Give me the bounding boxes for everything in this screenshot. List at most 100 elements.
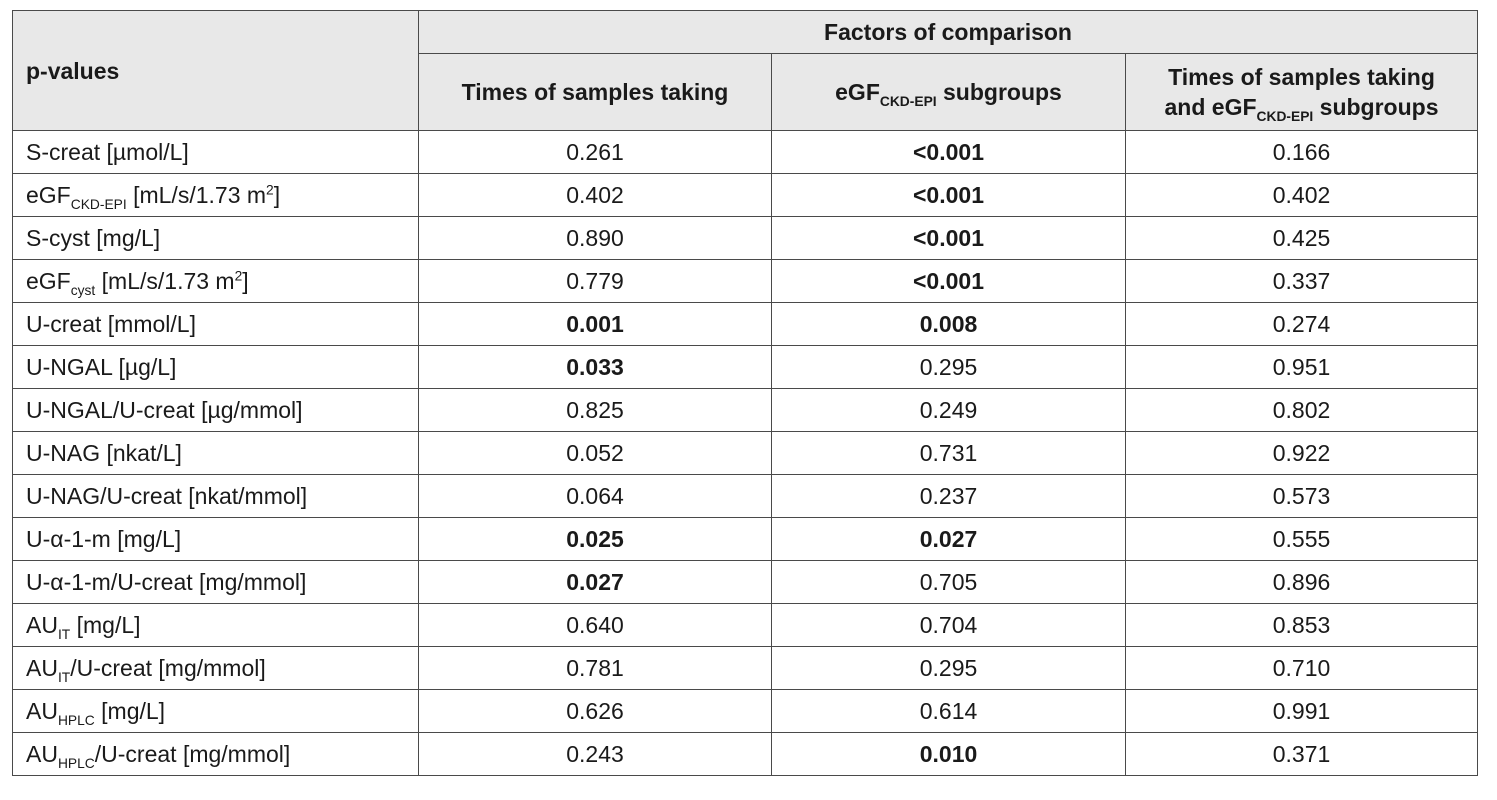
table-row: U-creat [mmol/L] 0.001 0.008 0.274 [12, 302, 1479, 346]
parameter-name: AU [26, 655, 58, 681]
p-value-cell: 0.614 [771, 689, 1126, 733]
column-header-subscript: CKD-EPI [879, 94, 937, 110]
p-value-cell: 0.025 [418, 517, 772, 561]
p-value-cell: 0.853 [1124, 603, 1479, 647]
parameter-name: S-cyst [mg/L] [26, 225, 161, 251]
parameter-unit: /U-creat [mg/mmol] [94, 741, 291, 767]
p-value-cell: <0.001 [771, 216, 1126, 260]
table-row: AUHPLC/U-creat [mg/mmol] 0.243 0.010 0.371 [12, 732, 1479, 776]
parameter-name: AU [26, 612, 58, 638]
parameter-superscript: 2 [266, 182, 274, 198]
parameter-cell: AUHPLC [mg/L] [12, 689, 419, 733]
p-value-cell: 0.337 [1124, 259, 1479, 303]
p-value-cell: 0.261 [418, 130, 772, 174]
parameter-cell: S-creat [µmol/L] [12, 130, 419, 174]
row-header-label: p-values [26, 58, 120, 84]
parameter-cell: U-NAG/U-creat [nkat/mmol] [12, 474, 419, 518]
parameter-name: AU [26, 741, 58, 767]
p-value-cell: 0.951 [1124, 345, 1479, 389]
parameter-superscript: 2 [234, 268, 243, 284]
p-value-cell: 0.402 [418, 173, 772, 217]
parameter-name: U-creat [mmol/L] [26, 311, 196, 337]
p-value-cell: 0.802 [1124, 388, 1479, 432]
group-header-label: Factors of comparison [824, 19, 1072, 45]
column-header-tail: subgroups [936, 79, 1062, 105]
parameter-cell: AUIT/U-creat [mg/mmol] [12, 646, 419, 690]
parameter-cell: AUIT [mg/L] [12, 603, 419, 647]
table-row: U-α-1-m/U-creat [mg/mmol] 0.027 0.705 0.896 [12, 560, 1479, 604]
table-row: AUHPLC [mg/L] 0.626 0.614 0.991 [12, 689, 1479, 733]
group-header-cell: Factors of comparison [417, 10, 1479, 54]
table-row: AUIT/U-creat [mg/mmol] 0.781 0.295 0.710 [12, 646, 1479, 690]
table-body: S-creat [µmol/L] 0.261 <0.001 0.166 eGFCKD-E… [12, 130, 1479, 776]
table-row: U-α-1-m [mg/L] 0.025 0.027 0.555 [12, 517, 1479, 561]
table-row: U-NGAL/U-creat [µg/mmol] 0.825 0.249 0.802 [12, 388, 1479, 432]
column-header-times-and-egf: Times of samples taking and eGFCKD-EPI s… [1124, 53, 1479, 131]
p-value-cell: 0.896 [1124, 560, 1479, 604]
table-row: S-cyst [mg/L] 0.890 <0.001 0.425 [12, 216, 1479, 260]
p-value-cell: 0.425 [1124, 216, 1479, 260]
column-header-text-line2: and eGF [1164, 94, 1257, 120]
column-header-subscript: CKD-EPI [1256, 109, 1314, 125]
p-value-cell: 0.825 [418, 388, 772, 432]
parameter-name: U-NGAL/U-creat [µg/mmol] [26, 397, 303, 423]
p-value-cell: 0.890 [418, 216, 772, 260]
parameter-name: U-α-1-m [mg/L] [26, 526, 182, 552]
parameter-cell: U-NGAL/U-creat [µg/mmol] [12, 388, 419, 432]
column-header-text: Times of samples taking [1168, 64, 1435, 90]
parameter-cell: U-NGAL [µg/L] [12, 345, 419, 389]
parameter-unit: [mg/L] [94, 698, 166, 724]
parameter-subscript: HPLC [57, 713, 95, 729]
p-value-cell: 0.008 [771, 302, 1126, 346]
p-value-cell: <0.001 [771, 173, 1126, 217]
parameter-cell: S-cyst [mg/L] [12, 216, 419, 260]
row-header-cell: p-values [12, 10, 419, 131]
p-value-cell: 0.555 [1124, 517, 1479, 561]
parameter-subscript: HPLC [57, 756, 95, 772]
p-value-cell: 0.402 [1124, 173, 1479, 217]
p-value-cell: 0.704 [771, 603, 1126, 647]
parameter-subscript: cyst [70, 283, 96, 299]
p-value-cell: 0.295 [771, 646, 1126, 690]
p-value-cell: 0.573 [1124, 474, 1479, 518]
p-value-cell: 0.640 [418, 603, 772, 647]
parameter-cell: U-NAG [nkat/L] [12, 431, 419, 475]
p-value-cell: 0.249 [771, 388, 1126, 432]
column-header-text: Times of samples taking [461, 79, 729, 105]
p-value-cell: 0.371 [1124, 732, 1479, 776]
p-value-cell: 0.027 [418, 560, 772, 604]
parameter-cell: AUHPLC/U-creat [mg/mmol] [12, 732, 419, 776]
parameter-unit: [mL/s/1.73 m [126, 182, 267, 208]
p-value-cell: 0.626 [418, 689, 772, 733]
p-value-cell: 0.710 [1124, 646, 1479, 690]
parameter-cell: U-α-1-m/U-creat [mg/mmol] [12, 560, 419, 604]
p-value-cell: 0.274 [1124, 302, 1479, 346]
p-value-cell: 0.779 [418, 259, 772, 303]
parameter-cell: eGFcyst [mL/s/1.73 m2] [12, 259, 419, 303]
p-value-cell: 0.991 [1124, 689, 1479, 733]
parameter-name: U-NGAL [µg/L] [26, 354, 177, 380]
table-row: U-NAG/U-creat [nkat/mmol] 0.064 0.237 0.573 [12, 474, 1479, 518]
column-header-egf-subgroups: eGFCKD-EPI subgroups [771, 53, 1126, 131]
table-row: U-NGAL [µg/L] 0.033 0.295 0.951 [12, 345, 1479, 389]
p-value-cell: 0.781 [418, 646, 772, 690]
column-header-text: eGF [835, 79, 880, 105]
p-value-cell: 0.237 [771, 474, 1126, 518]
parameter-name: eGF [26, 268, 71, 294]
p-value-cell: 0.001 [418, 302, 772, 346]
p-value-cell: 0.010 [771, 732, 1126, 776]
parameter-unit-end: ] [242, 268, 249, 294]
p-value-cell: 0.166 [1124, 130, 1479, 174]
column-header-tail: subgroups [1313, 94, 1439, 120]
parameter-name: eGF [26, 182, 71, 208]
p-value-cell: 0.922 [1124, 431, 1479, 475]
parameter-name: S-creat [µmol/L] [26, 139, 189, 165]
parameter-subscript: IT [57, 627, 71, 643]
p-value-cell: 0.243 [418, 732, 772, 776]
p-value-cell: 0.295 [771, 345, 1126, 389]
parameter-unit: [mL/s/1.73 m [95, 268, 235, 294]
parameter-name: U-NAG [nkat/L] [26, 440, 182, 466]
table-row: U-NAG [nkat/L] 0.052 0.731 0.922 [12, 431, 1479, 475]
table-row: eGFcyst [mL/s/1.73 m2] 0.779 <0.001 0.337 [12, 259, 1479, 303]
p-values-table: p-values Factors of comparison Times of … [12, 10, 1479, 776]
